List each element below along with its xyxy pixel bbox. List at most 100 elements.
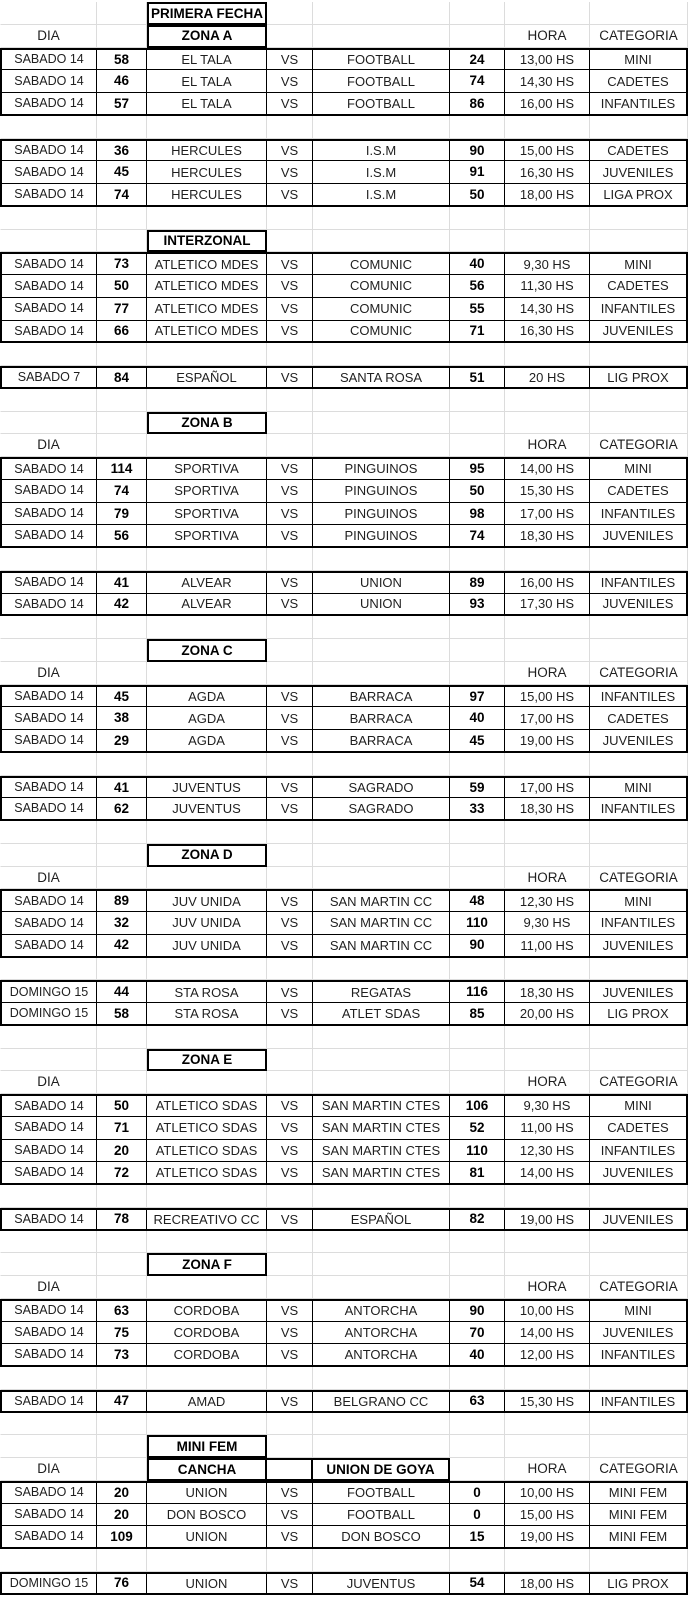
empty-cell-score-home xyxy=(97,866,147,890)
union-de-goya-header-box: UNION DE GOYA xyxy=(313,1458,450,1481)
cell-team-home: HERCULES xyxy=(147,161,267,184)
cell-vs: VS xyxy=(267,707,313,730)
cell-team-away: SAGRADO xyxy=(313,775,450,799)
empty-cell-score-away xyxy=(450,1367,505,1390)
empty-cell-team-home xyxy=(147,1276,267,1299)
empty-cell-vs xyxy=(267,1025,313,1049)
header-dia: DIA xyxy=(0,1276,97,1299)
empty-cell-score-away xyxy=(450,1412,505,1436)
zone-title-row: MINI FEM xyxy=(0,1435,688,1458)
cell-score-away: 51 xyxy=(450,366,505,389)
cell-hora: 20,00 HS xyxy=(505,1003,590,1026)
cell-hora: 12,30 HS xyxy=(505,1139,590,1163)
empty-cell-team-home xyxy=(147,1549,267,1572)
empty-cell-score-away xyxy=(450,1025,505,1049)
empty-cell-score-home xyxy=(97,548,147,571)
cell-hora: 20 HS xyxy=(505,366,590,389)
cell-categoria: JUVENILES xyxy=(590,525,688,548)
match-row: SABADO 14 42 ALVEAR VS UNION 93 17,30 HS JUVENI… xyxy=(0,593,688,617)
cell-dia: SABADO 14 xyxy=(0,275,97,298)
cancha-header-box: CANCHA xyxy=(147,1458,267,1481)
cell-score-home: 42 xyxy=(97,593,147,617)
empty-cell-team-away xyxy=(313,434,450,457)
match-row: SABADO 14 20 DON BOSCO VS FOOTBALL 0 15,00 HS M… xyxy=(0,1503,688,1527)
cell-team-home: UNION xyxy=(147,1526,267,1549)
empty-cell-score-home xyxy=(97,388,147,412)
cell-vs: VS xyxy=(267,457,313,480)
empty-cell-score-home xyxy=(97,115,147,139)
cell-dia: SABADO 14 xyxy=(0,889,97,912)
match-row: SABADO 14 20 ATLETICO SDAS VS SAN MARTIN CTE… xyxy=(0,1139,688,1163)
spacer-row xyxy=(0,1549,688,1572)
empty-cell-score-away xyxy=(450,843,505,867)
cell-team-home: SPORTIVA xyxy=(147,457,267,480)
cell-dia: SABADO 14 xyxy=(0,1503,97,1527)
cell-hora: 12,00 HS xyxy=(505,1344,590,1367)
cell-vs: VS xyxy=(267,980,313,1003)
cell-hora: 12,30 HS xyxy=(505,889,590,912)
cell-hora: 15,30 HS xyxy=(505,1389,590,1413)
empty-cell-categoria xyxy=(590,115,688,139)
empty-cell-hora xyxy=(505,388,590,412)
empty-cell-score-home xyxy=(97,411,147,435)
cell-team-away: BARRACA xyxy=(313,707,450,730)
empty-cell-team-away xyxy=(313,1367,450,1390)
header-categoria: CATEGORIA xyxy=(590,866,688,890)
cell-score-home: 42 xyxy=(97,934,147,958)
empty-cell-vs xyxy=(267,434,313,457)
header-categoria: CATEGORIA xyxy=(590,434,688,457)
cell-categoria: MINI xyxy=(590,252,688,275)
match-row: SABADO 14 71 ATLETICO SDAS VS SAN MARTIN CTE… xyxy=(0,1116,688,1140)
empty-cell-hora xyxy=(505,343,590,366)
cell-team-home: ATLETICO MDES xyxy=(147,275,267,298)
empty-cell-vs xyxy=(267,639,313,662)
cell-score-away: 81 xyxy=(450,1162,505,1185)
spacer-row xyxy=(0,1230,688,1254)
match-row: SABADO 14 47 AMAD VS BELGRANO CC 63 15,30 HS IN… xyxy=(0,1389,688,1413)
cell-vs: VS xyxy=(267,1389,313,1413)
cell-categoria: MINI FEM xyxy=(590,1526,688,1549)
cell-team-home: ALVEAR xyxy=(147,570,267,594)
cell-dia: SABADO 14 xyxy=(0,138,97,162)
cell-team-home: ESPAÑOL xyxy=(147,366,267,389)
empty-cell-categoria xyxy=(590,1230,688,1254)
empty-cell-vs xyxy=(267,1230,313,1254)
empty-cell-score-away xyxy=(450,1549,505,1572)
cell-team-away: ATLET SDAS xyxy=(313,1003,450,1026)
empty-cell-hora xyxy=(505,411,590,435)
empty-cell-score-home xyxy=(97,957,147,981)
empty-cell-vs xyxy=(267,388,313,412)
cell-score-away: 86 xyxy=(450,93,505,116)
empty-cell-categoria xyxy=(590,957,688,981)
cell-hora: 15,00 HS xyxy=(505,1503,590,1527)
empty-cell-vs xyxy=(267,843,313,867)
cell-dia: DOMINGO 15 xyxy=(0,1571,97,1595)
empty-cell-team-away xyxy=(313,1253,450,1276)
cell-vs: VS xyxy=(267,684,313,708)
cell-score-away: 45 xyxy=(450,730,505,753)
cell-score-away: 110 xyxy=(450,1139,505,1163)
cell-team-away: FOOTBALL xyxy=(313,47,450,71)
cell-categoria: MINI FEM xyxy=(590,1503,688,1527)
empty-cell-hora xyxy=(505,115,590,139)
cell-score-away: 89 xyxy=(450,570,505,594)
match-row: DOMINGO 15 58 STA ROSA VS ATLET SDAS 85 20,00 … xyxy=(0,1003,688,1026)
cell-hora: 16,30 HS xyxy=(505,161,590,184)
empty-cell-vs xyxy=(267,1435,313,1458)
cell-vs: VS xyxy=(267,138,313,162)
empty-cell-score-home xyxy=(97,1435,147,1458)
cell-categoria: LIGA PROX xyxy=(590,184,688,207)
empty-cell-categoria xyxy=(590,1048,688,1072)
empty-cell-score-away xyxy=(450,1253,505,1276)
cell-score-home: 79 xyxy=(97,502,147,526)
empty-cell-vs xyxy=(267,1412,313,1436)
cell-dia: SABADO 14 xyxy=(0,912,97,935)
cell-dia: SABADO 14 xyxy=(0,502,97,526)
cell-team-home: JUV UNIDA xyxy=(147,934,267,958)
match-row: SABADO 14 29 AGDA VS BARRACA 45 19,00 HS JUVENI… xyxy=(0,730,688,753)
empty-cell-score-away xyxy=(450,411,505,435)
cell-categoria: INFANTILES xyxy=(590,912,688,935)
empty-cell-vs xyxy=(267,957,313,981)
empty-cell-vs xyxy=(267,206,313,230)
empty-cell-categoria xyxy=(590,639,688,662)
